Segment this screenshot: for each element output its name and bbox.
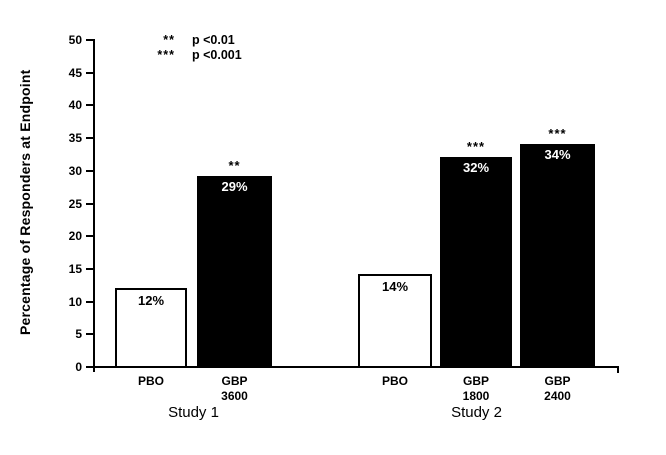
category-label-line: PBO (137, 374, 164, 388)
bar-value-label: 29% (221, 179, 248, 194)
category-label: PBO (103, 374, 199, 389)
bar: 14% (358, 274, 432, 368)
bar: 34% (520, 144, 595, 368)
study-label: Study 1 (168, 404, 219, 421)
y-axis-tick (86, 137, 93, 140)
significance-marker: *** (466, 139, 486, 154)
y-axis-tick-label: 35 (68, 131, 82, 146)
category-label-line: 3600 (221, 389, 248, 403)
bar: 32% (440, 157, 512, 368)
bar-value-label: 14% (381, 279, 409, 294)
y-axis-tick (86, 104, 93, 107)
y-axis-tick-label: 15 (68, 261, 82, 276)
category-label-line: 2400 (544, 389, 571, 403)
y-axis-tick-label: 20 (68, 229, 82, 244)
category-label-line: PBO (381, 374, 408, 388)
category-label-line: GBP (221, 374, 248, 388)
y-axis-tick (86, 202, 93, 205)
category-label: GBP 1800 (428, 374, 524, 404)
y-axis-tick (86, 169, 93, 172)
x-axis-end-tick (617, 368, 619, 373)
y-axis-tick-label: 10 (68, 294, 82, 309)
legend-significance-symbol: *** (157, 48, 175, 62)
y-axis-tick (86, 267, 93, 270)
category-label-line: GBP (462, 374, 489, 388)
y-axis-tick-label: 45 (68, 65, 82, 80)
x-axis-line (93, 366, 619, 368)
bar: 29% (197, 176, 272, 368)
y-axis-tick (86, 39, 93, 41)
y-axis-tick (86, 366, 93, 368)
bar-value-label: 12% (137, 293, 165, 308)
y-axis-tick (86, 235, 93, 238)
y-axis-tick-label: 25 (68, 196, 82, 211)
legend-significance-symbol: ** (163, 33, 175, 47)
category-label: GBP 3600 (185, 374, 284, 404)
category-label-line: 1800 (462, 389, 490, 403)
legend-row: ** p <0.01 (130, 33, 242, 48)
legend-pvalue-text: p <0.001 (192, 48, 242, 62)
legend: ** p <0.01 *** p <0.001 (130, 33, 242, 63)
significance-marker: ** (228, 158, 241, 173)
legend-row: *** p <0.001 (130, 48, 242, 63)
significance-marker: *** (548, 126, 567, 141)
y-axis-tick-label: 0 (75, 360, 82, 374)
y-axis-tick (86, 333, 93, 336)
study-label: Study 2 (451, 404, 502, 421)
y-axis-tick (86, 71, 93, 74)
category-label-line: GBP (544, 374, 571, 388)
category-label: PBO (346, 374, 444, 389)
category-label: GBP 2400 (508, 374, 607, 404)
bar-value-label: 32% (462, 160, 490, 175)
y-axis-tick (86, 300, 93, 303)
bar-value-label: 34% (544, 147, 571, 162)
legend-pvalue-text: p <0.01 (192, 33, 235, 47)
y-axis-line (93, 39, 95, 372)
y-axis-tick-label: 40 (68, 98, 82, 113)
bar: 12% (115, 288, 187, 368)
y-axis-tick-label: 50 (68, 33, 82, 47)
y-axis-tick-label: 5 (75, 327, 82, 342)
y-axis-tick-label: 30 (68, 163, 82, 178)
